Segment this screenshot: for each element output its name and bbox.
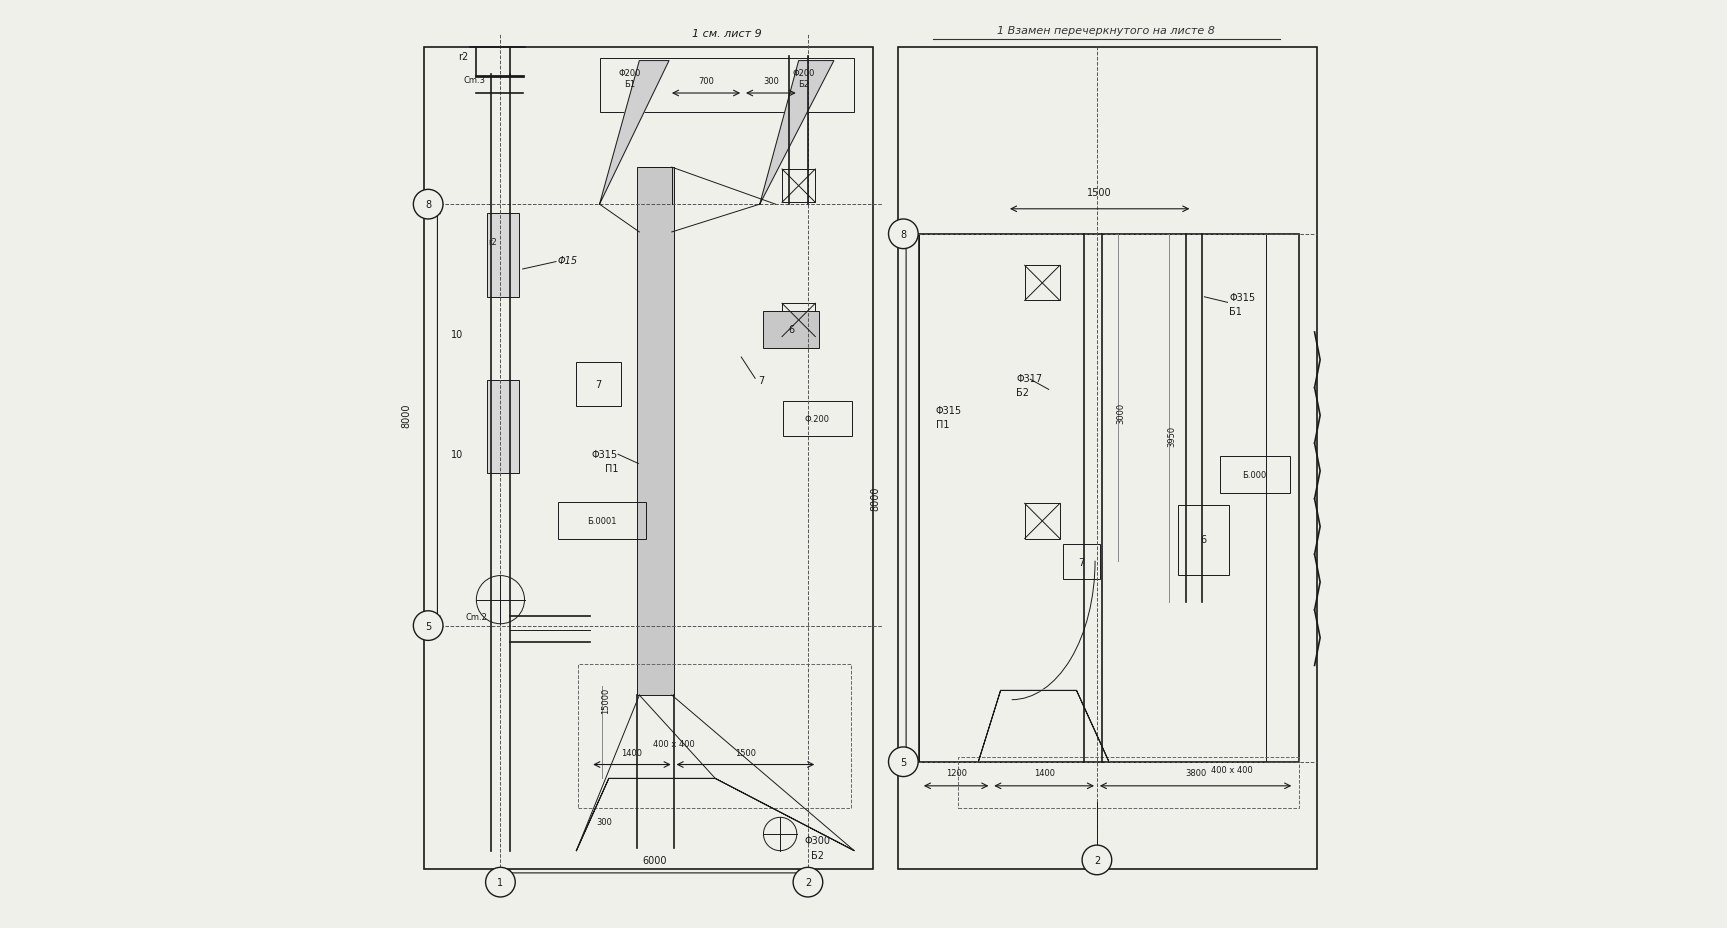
Text: 300: 300: [763, 77, 779, 85]
Bar: [919, 235, 1266, 762]
Bar: [1024, 504, 1060, 539]
Bar: [637, 168, 674, 695]
Text: 7: 7: [596, 380, 601, 390]
Text: r2: r2: [489, 238, 497, 247]
Text: П1: П1: [604, 464, 618, 473]
Text: 1 Взамен перечеркнутого на листе 8: 1 Взамен перечеркнутого на листе 8: [996, 26, 1216, 36]
Text: 1 см. лист 9: 1 см. лист 9: [691, 29, 762, 39]
Circle shape: [888, 747, 919, 777]
Text: 3000: 3000: [1116, 403, 1126, 424]
Text: Б1: Б1: [1230, 306, 1242, 316]
Text: r2: r2: [458, 52, 468, 62]
Bar: [423, 47, 872, 870]
Text: Б2: Б2: [810, 850, 824, 860]
Text: 1: 1: [497, 877, 504, 887]
Text: Φ200: Φ200: [618, 69, 641, 78]
Bar: [599, 58, 855, 112]
Text: Φ315: Φ315: [592, 450, 618, 459]
Bar: [898, 47, 1318, 870]
Text: Φ315: Φ315: [936, 406, 962, 416]
Text: 1200: 1200: [946, 768, 967, 778]
Circle shape: [413, 190, 444, 220]
Text: 15000: 15000: [601, 687, 611, 713]
Text: 5: 5: [425, 621, 432, 631]
Text: 700: 700: [698, 77, 713, 85]
Text: 8000: 8000: [870, 486, 881, 510]
Circle shape: [413, 612, 444, 640]
Text: 8000: 8000: [401, 403, 411, 428]
Text: 10: 10: [451, 450, 463, 459]
Text: Cm.2: Cm.2: [465, 612, 487, 621]
Text: Φ300: Φ300: [805, 835, 831, 845]
Text: Б2: Б2: [798, 80, 808, 89]
Bar: [763, 311, 819, 348]
Text: 7: 7: [758, 376, 765, 386]
Bar: [782, 304, 815, 337]
Text: 1400: 1400: [1034, 768, 1055, 778]
Bar: [558, 503, 646, 540]
Bar: [1024, 266, 1060, 302]
Text: Φ15: Φ15: [558, 255, 579, 265]
Text: 2: 2: [1093, 855, 1100, 865]
Bar: [782, 170, 815, 203]
Text: 400 x 400: 400 x 400: [1211, 765, 1252, 774]
Bar: [487, 214, 518, 298]
Text: 1400: 1400: [622, 748, 642, 757]
Bar: [1219, 457, 1290, 494]
Text: 6000: 6000: [642, 855, 667, 865]
Text: 400 x 400: 400 x 400: [653, 739, 694, 748]
Text: 3950: 3950: [1167, 426, 1176, 446]
Text: Φ.200: Φ.200: [805, 414, 829, 423]
Text: 6: 6: [1200, 535, 1207, 545]
Text: Б2: Б2: [1015, 388, 1029, 398]
Text: 7: 7: [1078, 557, 1085, 567]
Text: Б.0001: Б.0001: [587, 517, 617, 526]
Text: Б1: Б1: [625, 80, 636, 89]
Text: Φ200: Φ200: [793, 69, 815, 78]
Text: Cm.3: Cm.3: [463, 75, 485, 84]
Polygon shape: [760, 61, 834, 205]
Text: 1500: 1500: [736, 748, 756, 757]
Circle shape: [485, 868, 515, 897]
Text: 10: 10: [451, 329, 463, 340]
Text: Φ315: Φ315: [1230, 292, 1256, 303]
Bar: [1178, 506, 1230, 575]
Bar: [487, 380, 518, 473]
Text: 2: 2: [805, 877, 812, 887]
Text: П1: П1: [936, 419, 950, 430]
Polygon shape: [577, 779, 855, 851]
Circle shape: [1083, 845, 1112, 875]
Bar: [1062, 545, 1100, 580]
Bar: [919, 235, 1299, 762]
Circle shape: [793, 868, 822, 897]
Text: 8: 8: [900, 229, 907, 239]
Polygon shape: [979, 690, 1109, 762]
Text: 5: 5: [900, 757, 907, 767]
Polygon shape: [599, 61, 668, 205]
Bar: [958, 757, 1299, 808]
Text: 300: 300: [596, 818, 611, 827]
Text: 6: 6: [788, 325, 794, 335]
Bar: [782, 401, 853, 436]
Bar: [579, 664, 851, 808]
Circle shape: [888, 220, 919, 250]
Text: 1500: 1500: [1088, 187, 1112, 198]
Text: 8: 8: [425, 200, 432, 210]
Text: Φ317: Φ317: [1015, 374, 1043, 384]
Text: 3800: 3800: [1185, 768, 1205, 778]
Bar: [577, 362, 620, 406]
Text: Б.000: Б.000: [1242, 470, 1266, 480]
